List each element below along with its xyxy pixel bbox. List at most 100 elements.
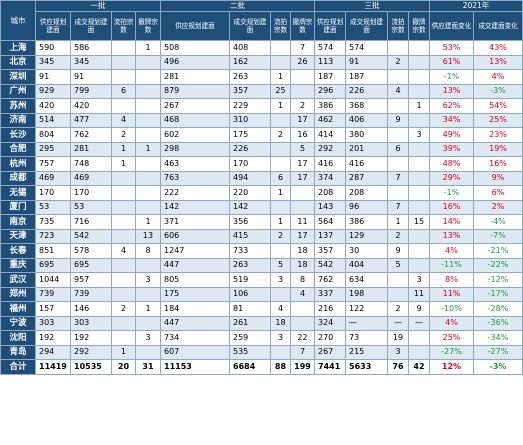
b2-supply-cell: 606 — [160, 228, 230, 244]
b1-supply-cell: 170 — [35, 185, 71, 201]
b2-deal-cell: 535 — [229, 344, 271, 360]
table-row: 苏州 420 420 267 229 1 2 386 368 1 62% 54% — [0, 98, 523, 114]
b3-deal-cell: 30 — [345, 243, 388, 259]
b2-deal-header: 成交规划建面 — [229, 11, 271, 41]
b1-withdrawn-cell — [135, 54, 161, 70]
b3-failed-cell — [387, 69, 409, 85]
city-cell: 深圳 — [0, 69, 36, 85]
city-cell: 杭州 — [0, 156, 36, 172]
b2-supply-cell: 805 — [160, 272, 230, 288]
b3-withdrawn-cell — [408, 156, 430, 172]
b3-deal-cell: 96 — [345, 199, 388, 215]
b2-withdrawn-cell: 7 — [290, 344, 315, 360]
b3-failed-cell — [387, 185, 409, 201]
b2-withdrawn-cell: 11 — [290, 214, 315, 230]
b1-supply-cell: 157 — [35, 301, 71, 317]
deal-change-cell: -3% — [473, 359, 523, 375]
b2-supply-cell: 371 — [160, 214, 230, 230]
city-cell: 成都 — [0, 170, 36, 186]
b3-deal-cell: 198 — [345, 286, 388, 302]
table-row: 杭州 757 748 1 463 170 17 416 416 48% 16% — [0, 156, 523, 172]
deal-change-cell: -34% — [473, 330, 523, 346]
deal-change-cell: 2% — [473, 199, 523, 215]
b2-failed-cell: 5 — [270, 257, 291, 273]
b2-deal-cell: 356 — [229, 214, 271, 230]
b1-withdrawn-header: 撤牌宗数 — [135, 11, 161, 41]
table-row: 合肥 295 281 1 1 298 226 5 292 201 6 39% 19% — [0, 141, 523, 157]
b2-withdrawn-cell: 17 — [290, 228, 315, 244]
b3-withdrawn-cell: 3 — [408, 272, 430, 288]
b2-failed-cell — [270, 112, 291, 128]
b1-withdrawn-cell — [135, 315, 161, 331]
supply-change-cell: 4% — [429, 243, 474, 259]
deal-change-cell: -27% — [473, 344, 523, 360]
b1-supply-cell: 723 — [35, 228, 71, 244]
b1-failed-cell — [111, 40, 136, 56]
b3-supply-cell: 386 — [314, 98, 346, 114]
b3-withdrawn-cell — [408, 344, 430, 360]
b2-deal-cell: 415 — [229, 228, 271, 244]
b1-deal-cell: 281 — [70, 141, 112, 157]
b2-withdrawn-cell: 17 — [290, 156, 315, 172]
b1-deal-cell: 91 — [70, 69, 112, 85]
b3-failed-cell: 2 — [387, 54, 409, 70]
b1-deal-cell: 542 — [70, 228, 112, 244]
city-cell: 上海 — [0, 40, 36, 56]
supply-change-cell: -27% — [429, 344, 474, 360]
b2-deal-cell: 170 — [229, 156, 271, 172]
b3-deal-cell: 380 — [345, 127, 388, 143]
b3-failed-cell — [387, 127, 409, 143]
b2-deal-cell: 226 — [229, 141, 271, 157]
b1-failed-cell: 1 — [111, 344, 136, 360]
b2-supply-cell: 1247 — [160, 243, 230, 259]
b1-withdrawn-cell: 3 — [135, 272, 161, 288]
b3-withdrawn-cell — [408, 69, 430, 85]
table-row: 福州 157 146 2 1 184 81 4 216 122 2 9 -10% -28% — [0, 301, 523, 317]
b3-supply-cell: 324 — [314, 315, 346, 331]
b1-deal-cell: 762 — [70, 127, 112, 143]
b3-deal-cell: 215 — [345, 344, 388, 360]
b3-failed-cell: 2 — [387, 301, 409, 317]
b3-deal-cell: 208 — [345, 185, 388, 201]
supply-change-cell: 39% — [429, 141, 474, 157]
b3-failed-cell: 2 — [387, 228, 409, 244]
b3-failed-header: 流拍宗数 — [387, 11, 409, 41]
b3-supply-header: 供应规划建面 — [314, 11, 346, 41]
b2-deal-cell: 175 — [229, 127, 271, 143]
b1-deal-cell: 345 — [70, 54, 112, 70]
b1-supply-cell: 295 — [35, 141, 71, 157]
b2-withdrawn-cell — [290, 185, 315, 201]
b2-supply-cell: 496 — [160, 54, 230, 70]
city-cell: 福州 — [0, 301, 36, 317]
b2-supply-cell: 602 — [160, 127, 230, 143]
b1-supply-cell: 345 — [35, 54, 71, 70]
table-row: 深圳 91 91 281 263 1 187 187 -1% 4% — [0, 69, 523, 85]
b1-withdrawn-cell — [135, 286, 161, 302]
deal-change-cell: 54% — [473, 98, 523, 114]
b3-failed-cell: 6 — [387, 141, 409, 157]
supply-change-cell: 11% — [429, 286, 474, 302]
b1-failed-cell — [111, 228, 136, 244]
b1-withdrawn-cell: 1 — [135, 301, 161, 317]
b1-withdrawn-cell — [135, 69, 161, 85]
b2-withdrawn-cell: 18 — [290, 257, 315, 273]
b2-failed-cell — [270, 286, 291, 302]
b1-withdrawn-cell: 13 — [135, 228, 161, 244]
supply-change-cell: 34% — [429, 112, 474, 128]
b1-failed-cell: 6 — [111, 83, 136, 99]
deal-change-cell: -28% — [473, 301, 523, 317]
b3-deal-cell: 226 — [345, 83, 388, 99]
b3-failed-cell: 1 — [387, 214, 409, 230]
city-cell: 天津 — [0, 228, 36, 244]
b3-supply-cell: 574 — [314, 40, 346, 56]
supply-change-cell: -10% — [429, 301, 474, 317]
table-row: 济南 514 477 4 468 310 17 462 406 9 34% 25% — [0, 112, 523, 128]
b2-failed-cell: 1 — [270, 214, 291, 230]
b3-withdrawn-cell — [408, 54, 430, 70]
b1-failed-cell — [111, 69, 136, 85]
deal-change-cell: 23% — [473, 127, 523, 143]
b3-supply-cell: 7441 — [314, 359, 346, 375]
b3-supply-cell: 208 — [314, 185, 346, 201]
b3-withdrawn-header: 撤牌宗数 — [408, 11, 430, 41]
table-row: 上海 590 586 1 508 408 7 574 574 53% 43% — [0, 40, 523, 56]
